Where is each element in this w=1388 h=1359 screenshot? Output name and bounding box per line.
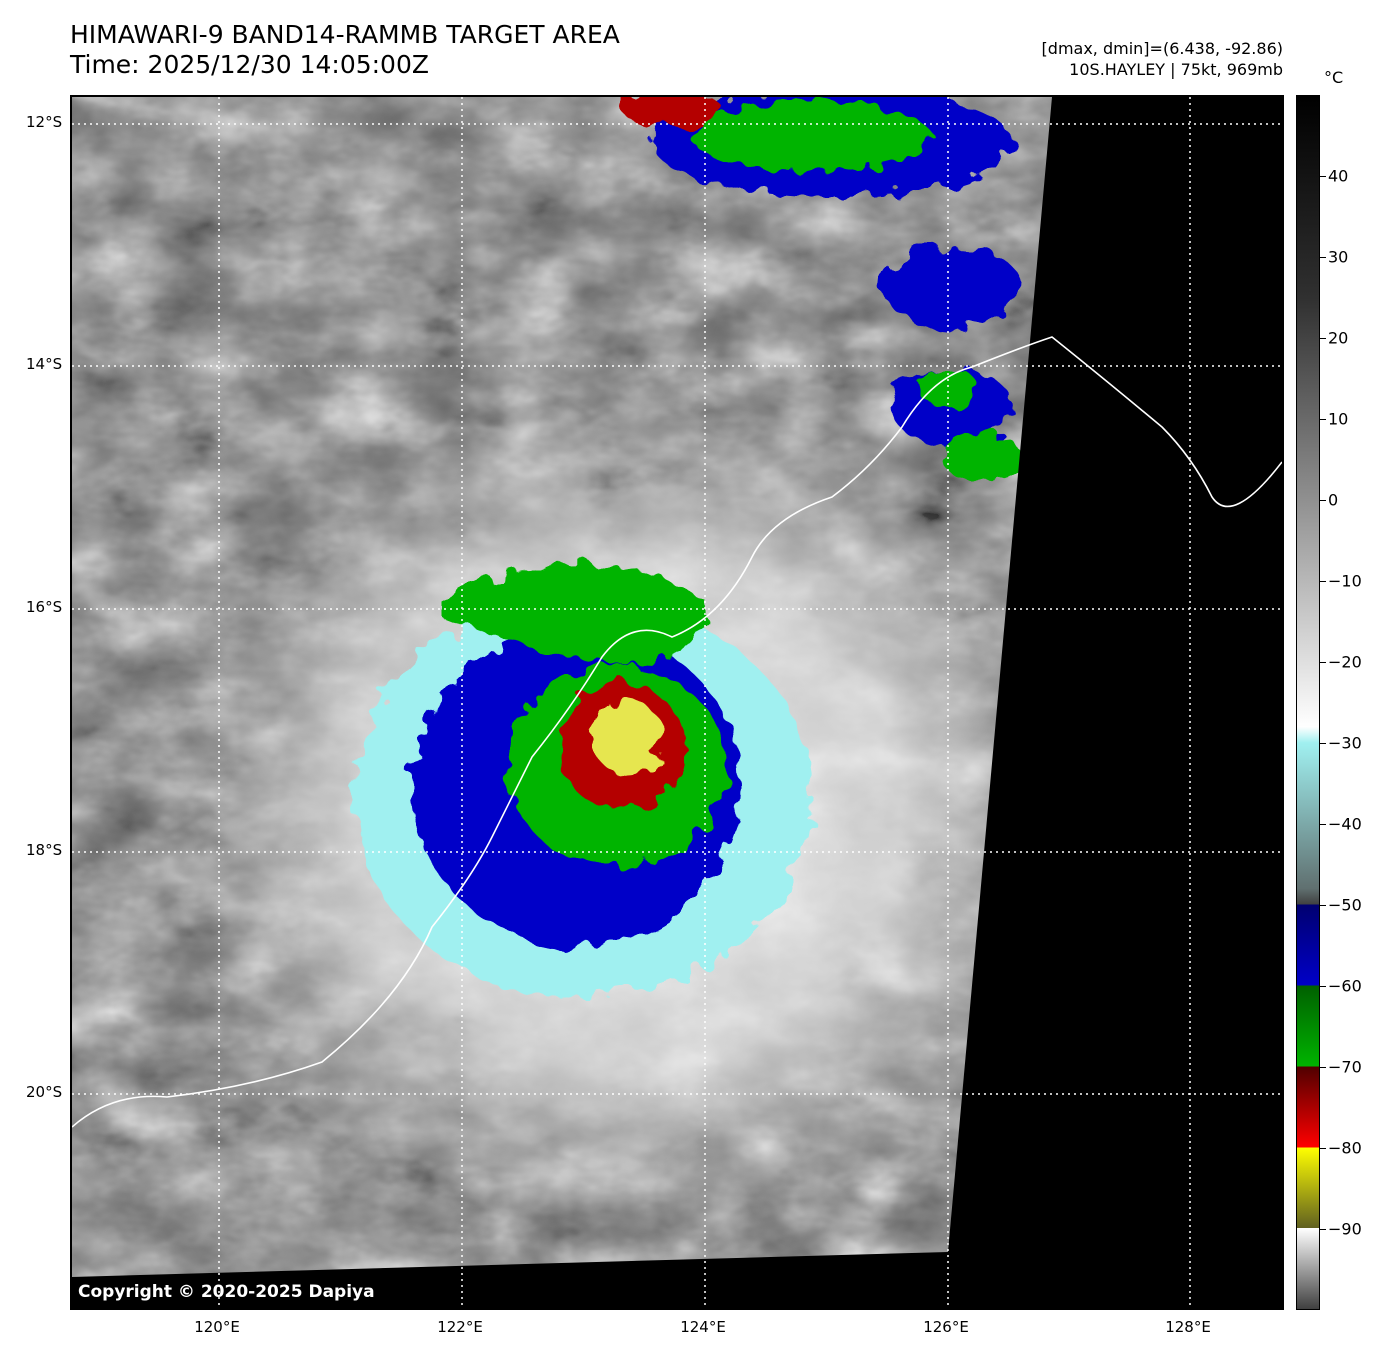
colorbar-tick-label: −90 [1328, 1219, 1362, 1239]
colorbar-tick [1320, 338, 1326, 339]
lat-label-12s: 12°S [26, 113, 63, 131]
lat-label-20s: 20°S [26, 1083, 63, 1101]
colorbar-tick [1320, 257, 1326, 258]
north-green-cluster [692, 102, 932, 172]
east-green-cluster [917, 367, 977, 407]
lon-label-122e: 122°E [437, 1318, 483, 1336]
colorbar-tick-label: −20 [1328, 652, 1362, 672]
title-line-1: HIMAWARI-9 BAND14-RAMMB TARGET AREA [70, 20, 620, 49]
lon-label-128e: 128°E [1165, 1318, 1211, 1336]
coastline [72, 336, 1282, 1128]
title-line-2: Time: 2025/12/30 14:05:00Z [70, 50, 429, 79]
map-svg [72, 97, 1282, 1308]
colorbar-tick-label: −30 [1328, 733, 1362, 753]
lon-label-120e: 120°E [194, 1318, 240, 1336]
colorbar-tick [1320, 1067, 1326, 1068]
colorbar-tick [1320, 824, 1326, 825]
colorbar-tick [1320, 986, 1326, 987]
gridlines [72, 97, 1282, 1308]
colorbar-tick-label: 20 [1328, 328, 1349, 348]
lat-label-14s: 14°S [26, 355, 63, 373]
colorbar-tick [1320, 581, 1326, 582]
colorbar-tick-label: 40 [1328, 166, 1349, 186]
chart-title: HIMAWARI-9 BAND14-RAMMB TARGET AREA Time… [70, 20, 620, 80]
lat-label-16s: 16°S [26, 598, 63, 616]
copyright-text: Copyright © 2020-2025 Dapiya [78, 1282, 375, 1302]
colorbar-tick-label: −10 [1328, 571, 1362, 591]
satellite-map: Copyright © 2020-2025 Dapiya [70, 95, 1284, 1310]
no-data-region [72, 97, 1282, 1308]
colorbar-tick-label: −50 [1328, 895, 1362, 915]
yellow-zone [593, 699, 661, 775]
colorbar-tick [1320, 662, 1326, 663]
colorbar-tick [1320, 176, 1326, 177]
colorbar-unit: °C [1324, 68, 1344, 87]
lon-label-126e: 126°E [923, 1318, 969, 1336]
colorbar-tick-label: 30 [1328, 247, 1349, 267]
north-band-green [442, 563, 704, 667]
colorbar-tick [1320, 743, 1326, 744]
colorbar-tick-label: −60 [1328, 976, 1362, 996]
colorbar-tick [1320, 500, 1326, 501]
colorbar-tick-label: 10 [1328, 409, 1349, 429]
colorbar-tick-label: −80 [1328, 1138, 1362, 1158]
lon-label-124e: 124°E [680, 1318, 726, 1336]
colorbar [1296, 95, 1320, 1310]
east-blue-cluster-1 [882, 247, 1022, 327]
colorbar-tick-label: 0 [1328, 490, 1339, 510]
lat-label-18s: 18°S [26, 841, 63, 859]
info-line-1: [dmax, dmin]=(6.438, -92.86) [1041, 39, 1283, 58]
east-green-cluster-2 [942, 432, 1022, 482]
colorbar-tick [1320, 419, 1326, 420]
colorbar-tick [1320, 1229, 1326, 1230]
colorbar-tick-label: −70 [1328, 1057, 1362, 1077]
info-line-2: 10S.HAYLEY | 75kt, 969mb [1069, 60, 1283, 79]
colorbar-tick-label: −40 [1328, 814, 1362, 834]
storm-info: [dmax, dmin]=(6.438, -92.86) 10S.HAYLEY … [1042, 38, 1283, 80]
colorbar-tick [1320, 1148, 1326, 1149]
colorbar-tick [1320, 905, 1326, 906]
convection-layers [352, 97, 1022, 997]
north-red-cluster [622, 97, 722, 127]
